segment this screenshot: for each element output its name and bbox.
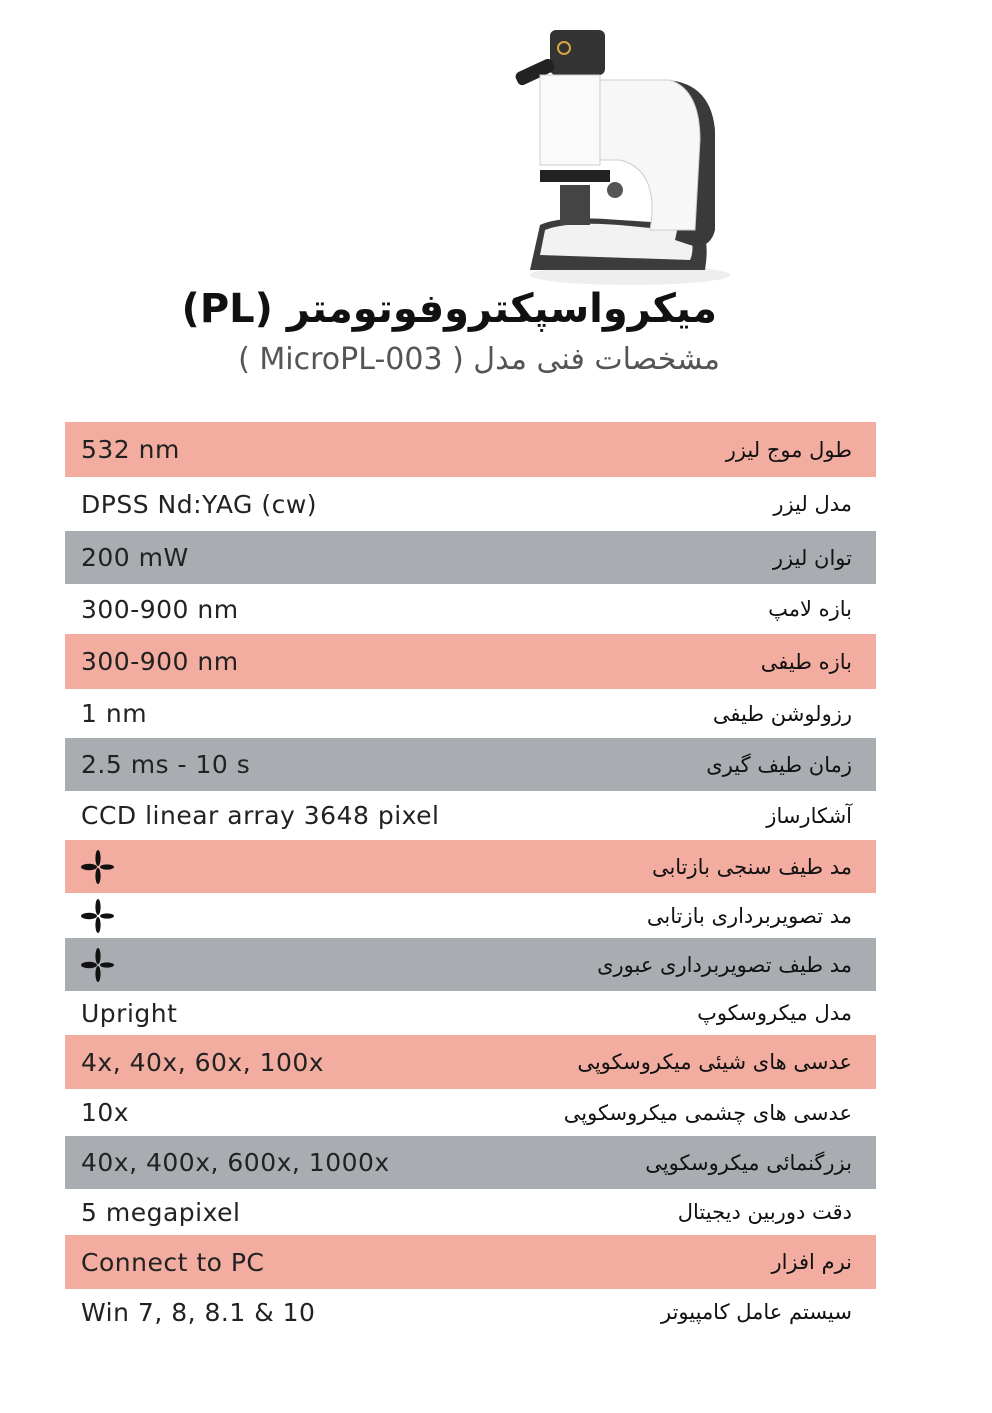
spec-label: بازه طیفی	[760, 649, 852, 674]
spec-row: 1 nm رزولوشن طیفی	[65, 689, 876, 738]
spec-value: DPSS Nd:YAG (cw)	[81, 489, 318, 519]
spec-table: 532 nm طول موج لیزر DPSS Nd:YAG (cw) مدل لی…	[65, 422, 876, 1335]
spec-value: 10x	[81, 1098, 130, 1127]
spec-value: 2.5 ms - 10 s	[81, 750, 251, 779]
spec-label: طول موج لیزر	[725, 437, 852, 462]
page-subtitle: مشخصات فنی مدل ( MicroPL-003 )	[238, 342, 720, 377]
spec-row: 532 nm طول موج لیزر	[65, 422, 876, 477]
spec-label: بزرگنمائی میکروسکوپی	[645, 1150, 852, 1175]
spec-value: 200 mW	[81, 543, 189, 572]
spec-row: 5 megapixel دقت دوربین دیجیتال	[65, 1189, 876, 1235]
page-title: میکرواسپکتروفوتومتر (PL)	[181, 286, 717, 332]
spec-label: زمان طیف گیری	[706, 752, 852, 777]
spec-value: 40x, 400x, 600x, 1000x	[81, 1148, 390, 1177]
spec-label: مدل میکروسکوپ	[697, 1001, 852, 1025]
spec-row: 4x, 40x, 60x, 100x عدسی های شیئی میکروسکو…	[65, 1035, 876, 1089]
spec-value: Connect to PC	[81, 1247, 265, 1277]
spec-row: CCD linear array 3648 pixel آشکارساز	[65, 791, 876, 840]
spec-label: آشکارساز	[766, 803, 852, 828]
spec-row: 300-900 nm بازه طیفی	[65, 634, 876, 689]
spec-value: 300-900 nm	[81, 647, 239, 676]
spec-row: مد طیف سنجی بازتابی	[65, 840, 876, 893]
four-petal-check-icon	[81, 898, 115, 933]
spec-label: توان لیزر	[772, 545, 852, 570]
spec-value: 1 nm	[81, 699, 148, 728]
spec-label: عدسی های چشمی میکروسکوپی	[563, 1100, 852, 1125]
spec-label: مدل لیزر	[773, 492, 852, 516]
spec-value: Win 7, 8, 8.1 & 10	[81, 1297, 316, 1327]
spec-row: Connect to PC نرم افزار	[65, 1235, 876, 1289]
spec-label: عدسی های شیئی میکروسکوپی	[577, 1050, 852, 1074]
spec-row: 40x, 400x, 600x, 1000x بزرگنمائی میکروسکو…	[65, 1136, 876, 1189]
spec-row: مد تصویربرداری بازتابی	[65, 893, 876, 938]
spec-label: مد تصویربرداری بازتابی	[646, 903, 852, 928]
spec-value: 4x, 40x, 60x, 100x	[81, 1047, 325, 1077]
spec-label: سیستم عامل کامپیوتر	[660, 1300, 852, 1324]
four-petal-check-icon	[81, 849, 115, 884]
spec-label: دقت دوربین دیجیتال	[677, 1200, 852, 1224]
spec-label: بازه لامپ	[768, 597, 852, 621]
spec-row: 300-900 nm بازه لامپ	[65, 584, 876, 634]
spec-label: مد طیف تصویربرداری عبوری	[597, 952, 852, 977]
spec-value: 5 megapixel	[81, 1197, 241, 1227]
spec-label: نرم افزار	[771, 1250, 852, 1274]
spec-value: 532 nm	[81, 435, 180, 464]
spec-label: مد طیف سنجی بازتابی	[651, 854, 852, 879]
spec-value: CCD linear array 3648 pixel	[81, 801, 440, 830]
spec-label: رزولوشن طیفی	[712, 701, 852, 726]
spec-row: 2.5 ms - 10 s زمان طیف گیری	[65, 738, 876, 791]
spec-value: 300-900 nm	[81, 594, 239, 624]
spec-row: Win 7, 8, 8.1 & 10 سیستم عامل کامپیوتر	[65, 1289, 876, 1335]
spec-value: Upright	[81, 998, 178, 1028]
spec-row: 200 mW توان لیزر	[65, 531, 876, 584]
spec-row: Upright مدل میکروسکوپ	[65, 991, 876, 1035]
four-petal-check-icon	[81, 947, 115, 982]
spec-row: مد طیف تصویربرداری عبوری	[65, 938, 876, 991]
spec-row: 10x عدسی های چشمی میکروسکوپی	[65, 1089, 876, 1136]
microscope-image	[515, 30, 730, 285]
spec-row: DPSS Nd:YAG (cw) مدل لیزر	[65, 477, 876, 531]
